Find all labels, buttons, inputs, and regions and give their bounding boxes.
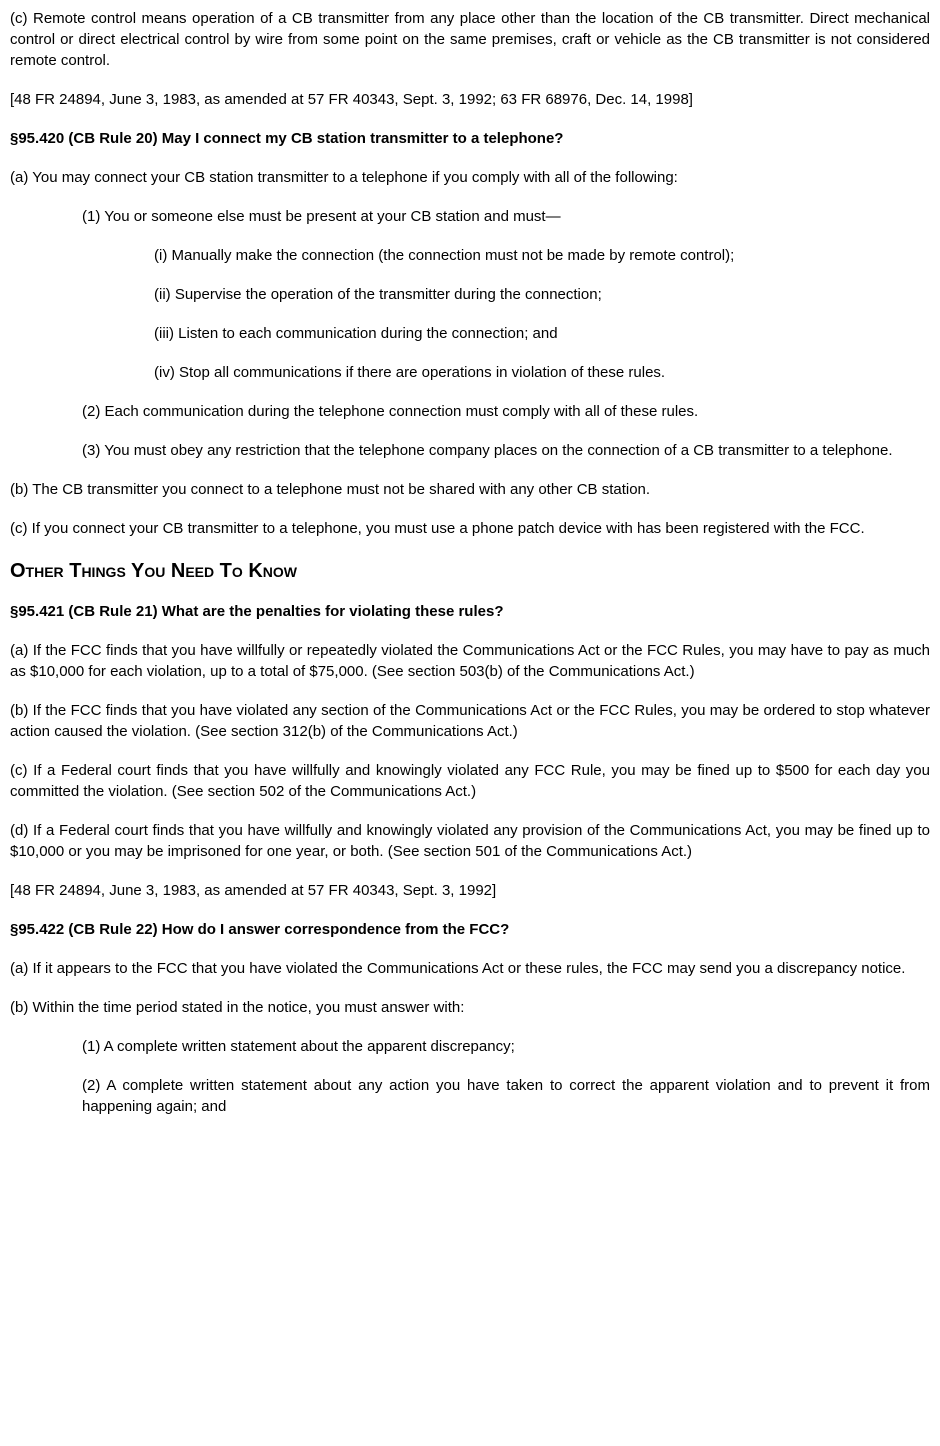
- section-95-422-heading: §95.422 (CB Rule 22) How do I answer cor…: [10, 919, 930, 940]
- section-95-420-a-2: (2) Each communication during the teleph…: [82, 401, 930, 422]
- citation-1983-1992: [48 FR 24894, June 3, 1983, as amended a…: [10, 880, 930, 901]
- section-95-422-a: (a) If it appears to the FCC that you ha…: [10, 958, 930, 979]
- section-95-421-b: (b) If the FCC finds that you have viola…: [10, 700, 930, 742]
- section-95-422-b-1: (1) A complete written statement about t…: [82, 1036, 930, 1057]
- section-95-422-b-2: (2) A complete written statement about a…: [82, 1075, 930, 1117]
- citation-1983-amendments: [48 FR 24894, June 3, 1983, as amended a…: [10, 89, 930, 110]
- section-95-420-a: (a) You may connect your CB station tran…: [10, 167, 930, 188]
- section-95-421-c: (c) If a Federal court finds that you ha…: [10, 760, 930, 802]
- section-95-421-a: (a) If the FCC finds that you have willf…: [10, 640, 930, 682]
- section-95-420-c: (c) If you connect your CB transmitter t…: [10, 518, 930, 539]
- section-95-421-heading: §95.421 (CB Rule 21) What are the penalt…: [10, 601, 930, 622]
- section-95-420-a-1-i: (i) Manually make the connection (the co…: [154, 245, 930, 266]
- major-heading-other-things: Other Things You Need To Know: [10, 557, 930, 585]
- section-95-420-b: (b) The CB transmitter you connect to a …: [10, 479, 930, 500]
- paragraph-c-remote-control: (c) Remote control means operation of a …: [10, 8, 930, 71]
- section-95-420-a-1-iii: (iii) Listen to each communication durin…: [154, 323, 930, 344]
- section-95-421-d: (d) If a Federal court finds that you ha…: [10, 820, 930, 862]
- section-95-420-heading: §95.420 (CB Rule 20) May I connect my CB…: [10, 128, 930, 149]
- section-95-420-a-1: (1) You or someone else must be present …: [82, 206, 930, 227]
- section-95-420-a-3: (3) You must obey any restriction that t…: [82, 440, 930, 461]
- section-95-420-a-1-ii: (ii) Supervise the operation of the tran…: [154, 284, 930, 305]
- section-95-420-a-1-iv: (iv) Stop all communications if there ar…: [154, 362, 930, 383]
- section-95-422-b: (b) Within the time period stated in the…: [10, 997, 930, 1018]
